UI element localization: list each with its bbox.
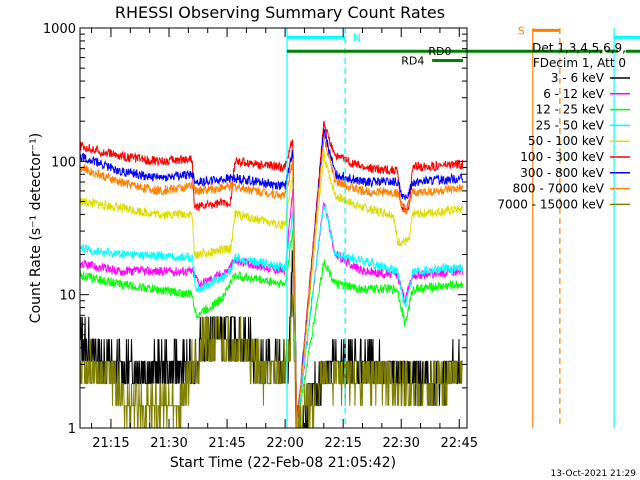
y-axis: 1 10 100 1000 [43,22,467,437]
series-line-3 [79,230,464,429]
series-line-8 [79,136,464,429]
x-axis-label: Start Time (22-Feb-08 21:05:42) [170,455,396,471]
legend-entry-label: 3 - 6 keV [551,71,605,85]
series-line-5 [79,151,464,429]
y-tick-label: 10 [59,289,76,304]
chart-title: RHESSI Observing Summary Count Rates [115,3,445,22]
y-axis-label: Count Rate (s⁻¹ detector⁻¹) [28,133,44,323]
x-tick-label: 22:30 [382,436,419,451]
footer-date: 13-Oct-2021 21:29 [551,469,637,479]
x-tick-label: 21:45 [208,436,245,451]
legend-header-line: Det 1,3,4,5,6,9, [532,41,626,55]
x-tick-label: 21:30 [150,436,187,451]
x-axis: 21:15 21:30 21:45 22:00 22:15 22:30 22:45 [91,28,478,451]
legend-entry-label: 12 - 25 keV [536,103,605,117]
x-tick-label: 22:15 [324,436,361,451]
series-line-7 [79,128,464,425]
instrument-markers: N RD0 RD4 S [286,24,640,428]
y-tick-label: 1000 [43,22,76,37]
x-tick-label: 22:00 [266,436,303,451]
plot-area: N RD0 RD4 S [79,24,640,429]
curves-layer [79,120,464,429]
y-tick-label: 100 [51,155,76,170]
series-line-9 [79,294,463,429]
legend: Det 1,3,4,5,6,9,FDecim 1, Att 03 - 6 keV… [497,41,630,211]
legend-entry-label: 300 - 800 keV [520,166,604,180]
marker-label-s: S [518,24,525,37]
legend-entry-label: 7000 - 15000 keV [497,197,604,211]
legend-entry-label: 6 - 12 keV [543,87,605,101]
x-tick-label: 21:15 [92,436,129,451]
marker-label-rd4: RD4 [401,55,424,68]
legend-entry-label: 25 - 50 keV [536,118,605,132]
legend-entry-label: 50 - 100 keV [528,134,605,148]
series-line-4 [79,205,464,426]
plot-frame [79,27,468,429]
marker-label-rd0: RD0 [428,45,451,58]
legend-entry-label: 100 - 300 keV [520,150,604,164]
y-tick-label: 1 [68,422,76,437]
legend-header-line: FDecim 1, Att 0 [533,56,626,70]
x-tick-label: 22:45 [441,436,478,451]
legend-entry-label: 800 - 7000 keV [513,182,605,196]
marker-label-n: N [353,31,361,44]
